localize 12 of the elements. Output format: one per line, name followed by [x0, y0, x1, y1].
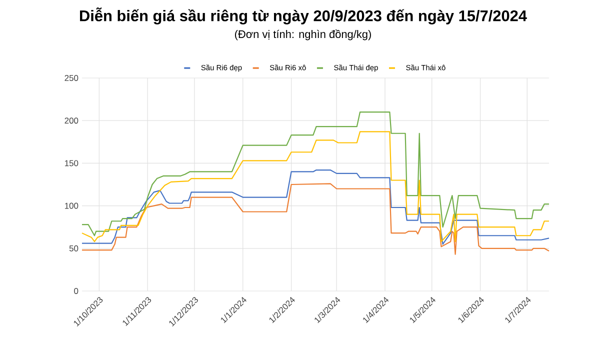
chart-subtitle: (Đơn vị tính: nghìn đồng/kg)	[235, 30, 371, 40]
y-tick-label: 50	[69, 245, 78, 252]
line-series	[81, 131, 550, 242]
y-tick-label: 250	[64, 75, 78, 81]
y-tick-label: 150	[64, 160, 78, 166]
line-series	[81, 183, 550, 255]
y-tick-label: 0	[74, 288, 78, 294]
y-tick-label: 100	[64, 202, 78, 209]
y-tick-label: 200	[64, 118, 78, 124]
line-series	[81, 112, 550, 236]
line-series	[81, 169, 550, 245]
chart-title: Diễn biến giá sầu riêng từ ngày 20/9/2023 đến ngày 15/7/2024	[80, 8, 527, 24]
